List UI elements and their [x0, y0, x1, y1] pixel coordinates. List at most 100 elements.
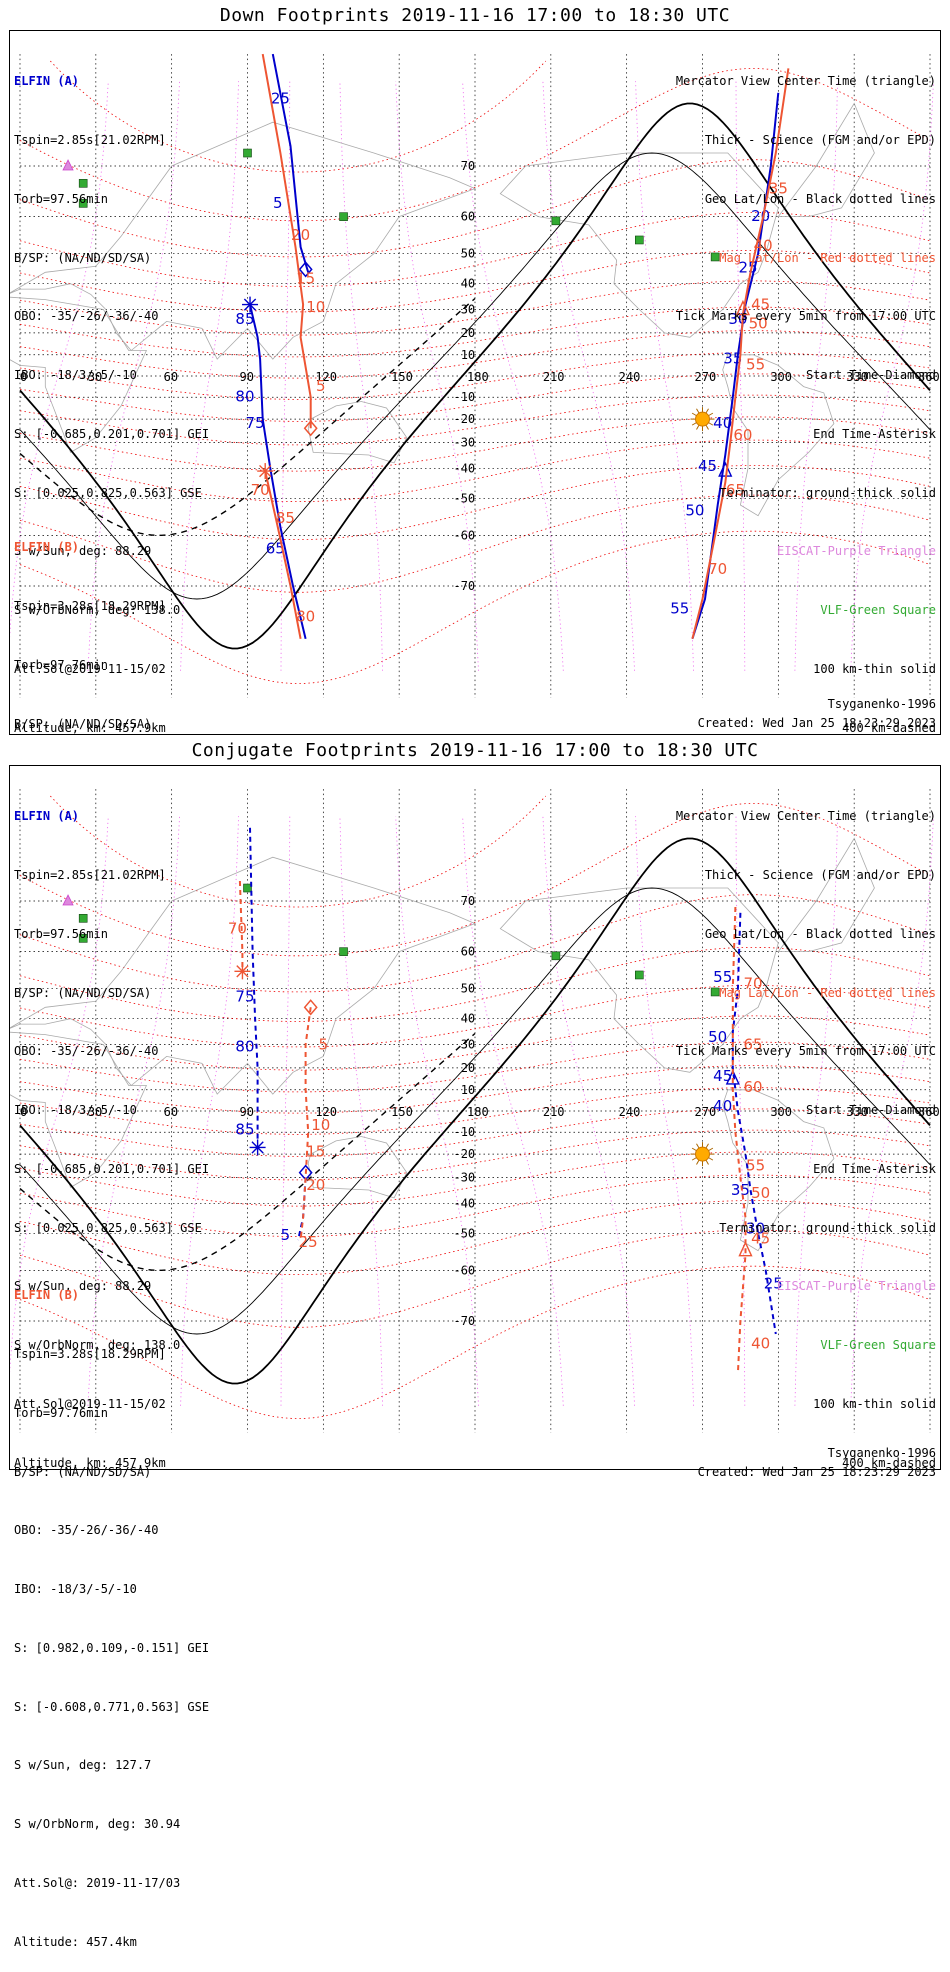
mag-meridian — [735, 81, 746, 671]
bottom-map[interactable]: 0 30 60 90 120 150 180 210 240 270 300 330 360 70 60 50… — [10, 776, 940, 1442]
legend-item: Geo Lat/Lon - Black dotted lines — [704, 191, 936, 206]
center-time-triangle — [738, 1240, 753, 1257]
tick-time-label: 70 — [228, 920, 247, 938]
lat-tick-label: -60 — [453, 1263, 475, 1277]
created-label-bottom: Created: Wed Jan 25 18:23:29 2023 — [697, 1465, 936, 1479]
info-line: S w/Sun, deg: 88.29 — [14, 1279, 152, 1294]
sun-ray — [691, 1157, 697, 1161]
terminator-ground — [19, 837, 931, 1385]
info-line: B/SP: (NA/ND/SD/SA) — [14, 1464, 152, 1479]
sun-icon — [695, 411, 710, 427]
elfin-a-info-bottom: ELFIN (A) Tspin=2.85s[21.02RPM] Torb=97.… — [14, 768, 209, 1493]
elfin-b-info-bottom: ELFIN (B) Tspin=3.28s[18.29RPM] Torb=97.… — [14, 1247, 209, 1972]
info-line: S: [0.982,0.109,-0.151] GEI — [14, 1640, 210, 1655]
terminator-400km — [19, 1032, 476, 1271]
tick-time-label: 25 — [271, 89, 290, 107]
tick-time-label: 65 — [744, 1035, 763, 1053]
info-line: S: [0.025,0.825,0.563] GSE — [14, 1220, 202, 1235]
sun-ray — [705, 1159, 709, 1165]
terminator-400km — [19, 297, 476, 536]
lon-tick-label: 90 — [240, 370, 254, 384]
top-map[interactable]: 0 30 60 90 120 150 180 210 240 270 300 330 360 70 60 50… — [10, 41, 940, 707]
mag-parallel — [50, 60, 547, 173]
lat-tick-label: -70 — [453, 579, 475, 593]
lat-tick-label: -20 — [453, 1147, 475, 1161]
lon-tick-label: 300 — [770, 370, 792, 384]
elfin-a-label: ELFIN (A) — [14, 809, 80, 824]
vlf-station-square — [78, 914, 88, 923]
land-outline — [722, 1089, 835, 1252]
tick-time-label: 10 — [311, 1116, 330, 1134]
mag-meridian — [850, 816, 934, 1406]
info-line: Altitude, km: 457.9km — [14, 720, 166, 735]
lon-tick-label: 120 — [315, 370, 337, 384]
mag-parallel — [19, 1108, 931, 1157]
lon-tick-label: 240 — [619, 370, 641, 384]
info-line: S w/Sun, deg: 88.29 — [14, 544, 152, 559]
lat-tick-label: 60 — [461, 210, 475, 224]
land-outline — [499, 887, 779, 1073]
legend-item: Terminator: ground-thick solid — [719, 1220, 936, 1235]
sun-ray — [696, 424, 700, 430]
tick-time-label: 55 — [746, 1156, 765, 1174]
lon-tick-label: 300 — [770, 1105, 792, 1119]
vlf-station-square — [710, 987, 720, 997]
info-line: Altitude: 457.4km — [14, 1934, 137, 1949]
info-line: S w/OrbNorm, deg: 138.0 — [14, 1338, 181, 1353]
start-diamond — [303, 999, 318, 1016]
info-line: B/SP: (NA/ND/SD/SA) — [14, 716, 152, 731]
lat-tick-label: 30 — [461, 303, 475, 317]
info-line: Att.Sol@: 2019-11-17/03 — [14, 1876, 181, 1890]
mag-parallel — [19, 416, 931, 472]
lon-tick-label: 30 — [88, 370, 102, 384]
legend-item: VLF-Green Square — [820, 1338, 936, 1353]
legend-item: Terminator: ground-thick solid — [719, 485, 936, 500]
legend-item: EISCAT-Purple Triangle — [777, 1279, 936, 1294]
legend-item: Start Time-Diamond — [805, 368, 936, 383]
vlf-station-square — [243, 883, 252, 893]
bottom-panel-title: Conjugate Footprints 2019-11-16 17:00 to… — [191, 740, 759, 761]
lon-tick-label: 30 — [88, 1105, 102, 1119]
lat-tick-label: -50 — [453, 1226, 475, 1240]
tick-time-label: 50 — [751, 1184, 770, 1202]
land-outline — [722, 354, 835, 517]
lat-tick-label: 40 — [461, 1012, 475, 1026]
land-outline — [777, 837, 875, 953]
lat-tick-label: -70 — [453, 1314, 475, 1328]
mag-meridian — [87, 816, 180, 1406]
lat-tick-label: -10 — [453, 390, 475, 404]
b_west-trace — [261, 53, 312, 429]
vlf-station-square — [551, 951, 561, 961]
tick-time-label: 75 — [235, 987, 254, 1005]
mag-parallel — [19, 803, 931, 957]
info-line: Torb=97.76min — [14, 657, 108, 672]
lon-tick-label: 270 — [695, 370, 717, 384]
land-outline — [10, 856, 477, 1095]
vlf-station-square — [78, 179, 88, 188]
legend-bottom: Mercator View Center Time (triangle) Thi… — [676, 768, 936, 1493]
lat-tick-label: 40 — [461, 277, 475, 291]
land-outline — [307, 1136, 408, 1199]
tick-time-label: 55 — [746, 356, 765, 374]
land-outline — [10, 121, 477, 360]
mag-parallel — [19, 249, 931, 313]
tick-time-label: 55 — [713, 968, 732, 986]
tick-time-label: 55 — [670, 599, 689, 617]
tick-time-label: 20 — [291, 226, 310, 244]
tick-time-label: 45 — [751, 1229, 770, 1247]
center-time-triangle — [735, 299, 751, 316]
info-line: S: [-0.685,0.201,0.701] GEI — [14, 1161, 210, 1176]
tick-time-label: 25 — [299, 1233, 318, 1251]
lat-tick-label: -40 — [453, 461, 475, 475]
tick-time-label: 85 — [235, 1120, 254, 1138]
elfin-b-label: ELFIN (B) — [14, 1288, 80, 1303]
legend-item: End Time-Asterisk — [813, 1161, 936, 1176]
legend-item: Thick - Science (FGM and/or EPD) — [704, 867, 936, 882]
lon-tick-label: 60 — [164, 1105, 178, 1119]
tick-time-label: 45 — [698, 457, 717, 475]
mag-meridian — [395, 816, 479, 1406]
terminator-100km — [19, 152, 931, 600]
lat-tick-label: 10 — [461, 348, 475, 362]
legend-item: Mercator View Center Time (triangle) — [675, 809, 936, 824]
lat-tick-label: -50 — [453, 491, 475, 505]
